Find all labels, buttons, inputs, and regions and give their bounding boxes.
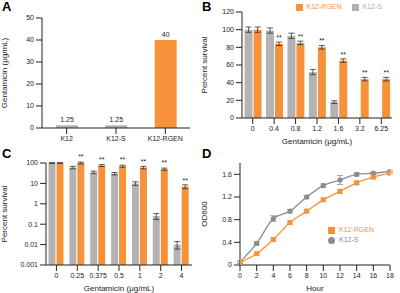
svg-text:Gentamicin (μg/mL): Gentamicin (μg/mL) — [84, 284, 155, 293]
svg-text:Percent survival: Percent survival — [200, 36, 209, 93]
svg-text:**: ** — [78, 153, 84, 160]
svg-text:2: 2 — [255, 272, 259, 279]
svg-text:10: 10 — [30, 180, 38, 187]
svg-text:Gentamicin (μg/mL): Gentamicin (μg/mL) — [282, 137, 353, 146]
svg-text:20: 20 — [26, 80, 34, 87]
svg-text:100: 100 — [222, 26, 234, 33]
svg-text:**: ** — [182, 177, 188, 184]
svg-text:Hour: Hour — [306, 284, 324, 293]
svg-text:Gentamicin (μg/mL): Gentamicin (μg/mL) — [8, 37, 9, 108]
svg-text:1.2: 1.2 — [222, 193, 232, 200]
svg-text:0: 0 — [228, 261, 232, 268]
svg-text:**: ** — [141, 158, 147, 165]
svg-text:**: ** — [298, 33, 304, 40]
svg-text:1: 1 — [138, 272, 142, 279]
svg-text:12: 12 — [336, 272, 344, 279]
svg-text:0: 0 — [251, 125, 255, 132]
svg-text:**: ** — [99, 156, 105, 163]
svg-text:0.4: 0.4 — [269, 125, 279, 132]
svg-text:80: 80 — [226, 44, 234, 51]
svg-text:**: ** — [276, 34, 282, 41]
svg-text:0: 0 — [238, 272, 242, 279]
svg-text:1.2: 1.2 — [312, 125, 322, 132]
svg-text:100: 100 — [26, 159, 38, 166]
svg-text:1.25: 1.25 — [110, 116, 124, 123]
svg-text:1: 1 — [34, 200, 38, 207]
svg-text:16: 16 — [369, 272, 377, 279]
svg-text:18: 18 — [386, 272, 392, 279]
html-text:K12-RGEN: K12-RGEN — [339, 226, 374, 233]
svg-text:10: 10 — [319, 272, 327, 279]
svg-text:40: 40 — [26, 36, 34, 43]
svg-text:6: 6 — [288, 272, 292, 279]
svg-text:6.25: 6.25 — [374, 125, 388, 132]
svg-text:0.01: 0.01 — [24, 241, 38, 248]
svg-text:**: ** — [341, 51, 347, 58]
svg-text:120: 120 — [222, 8, 234, 15]
svg-text:**: ** — [120, 156, 126, 163]
html-text:K12-RGEN: K12-RGEN — [306, 3, 342, 10]
svg-text:10: 10 — [26, 102, 34, 109]
svg-text:4: 4 — [271, 272, 275, 279]
svg-text:0.375: 0.375 — [89, 272, 107, 279]
svg-text:K12-RGEN: K12-RGEN — [148, 135, 183, 142]
svg-text:0: 0 — [30, 124, 34, 131]
svg-text:40: 40 — [162, 31, 170, 38]
svg-text:0.8: 0.8 — [222, 216, 232, 223]
svg-text:20: 20 — [226, 97, 234, 104]
svg-text:Percent survival: Percent survival — [8, 185, 9, 242]
svg-text:**: ** — [383, 69, 389, 76]
svg-text:**: ** — [362, 69, 368, 76]
svg-text:K12-S: K12-S — [106, 135, 126, 142]
html-text:D: D — [202, 146, 212, 161]
html-text:C: C — [2, 146, 12, 161]
svg-text:0.8: 0.8 — [291, 125, 301, 132]
svg-text:0.001: 0.001 — [20, 261, 38, 268]
svg-text:K12: K12 — [60, 135, 73, 142]
svg-text:3.2: 3.2 — [355, 125, 365, 132]
svg-text:30: 30 — [26, 58, 34, 65]
html-text:K12-S: K12-S — [362, 3, 382, 10]
html-text:B: B — [202, 0, 212, 14]
svg-text:0.5: 0.5 — [114, 272, 124, 279]
svg-text:0.1: 0.1 — [28, 221, 38, 228]
html-text:A: A — [2, 0, 12, 14]
svg-text:40: 40 — [226, 79, 234, 86]
svg-text:0.4: 0.4 — [222, 239, 232, 246]
svg-text:8: 8 — [305, 272, 309, 279]
svg-text:4: 4 — [180, 272, 184, 279]
svg-text:0: 0 — [230, 114, 234, 121]
svg-text:50: 50 — [26, 14, 34, 21]
svg-text:**: ** — [319, 37, 325, 44]
svg-text:60: 60 — [226, 61, 234, 68]
svg-text:1.6: 1.6 — [222, 171, 232, 178]
svg-text:2: 2 — [159, 272, 163, 279]
svg-text:**: ** — [162, 159, 168, 166]
svg-text:14: 14 — [353, 272, 361, 279]
html-text:K12-S: K12-S — [339, 236, 359, 243]
svg-text:0.25: 0.25 — [70, 272, 84, 279]
svg-text:1.25: 1.25 — [60, 116, 74, 123]
svg-text:1.6: 1.6 — [334, 125, 344, 132]
svg-text:0: 0 — [54, 272, 58, 279]
svg-text:OD600: OD600 — [200, 201, 209, 227]
